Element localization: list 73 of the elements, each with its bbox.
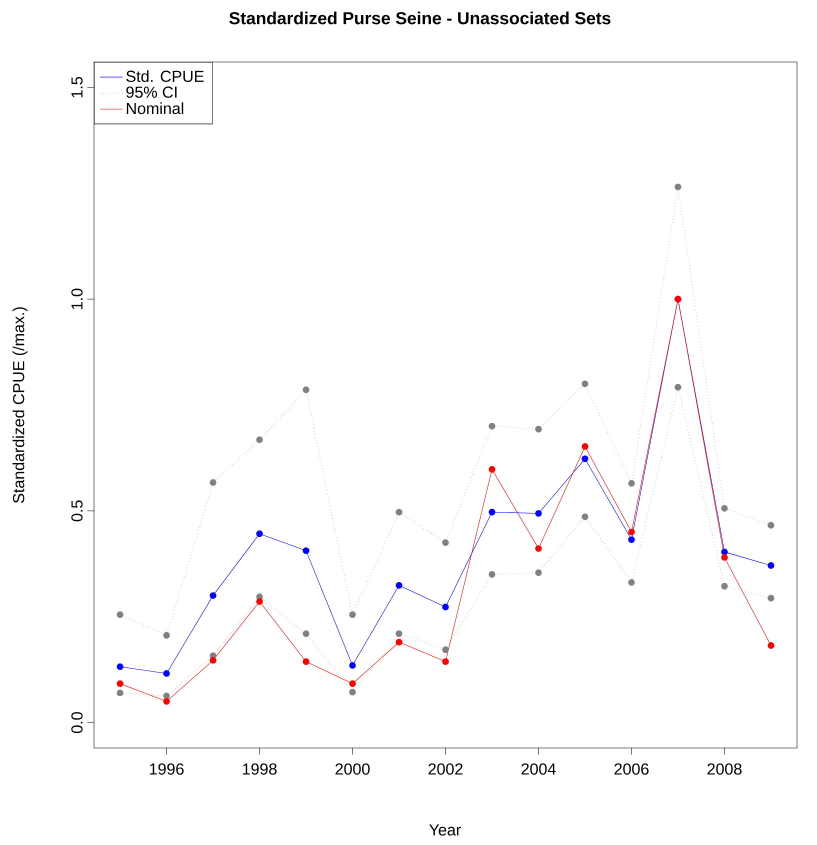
point [256,598,263,605]
point [396,638,402,646]
point [349,611,356,618]
x-tick-label: 1998 [242,763,277,775]
point [721,548,728,556]
point [210,592,216,599]
point [396,582,402,589]
legend-label: Std. CPUE [126,70,204,82]
y-tick-label: 1.0 [71,288,83,310]
point [210,479,216,486]
point [302,630,310,637]
point [210,657,216,664]
point [628,528,635,536]
point [442,646,449,654]
point [163,670,170,677]
y-tick-label: 1.5 [71,76,83,98]
point [302,547,310,554]
point [396,630,402,637]
legend-label: Nominal [126,102,184,114]
point [768,522,774,529]
point [535,510,542,517]
point [442,604,449,610]
point [582,455,588,462]
point [116,680,124,687]
point [768,642,774,649]
point [302,658,310,665]
point [535,545,542,552]
point [163,692,170,700]
point [442,539,449,546]
point [116,663,124,670]
x-tick-label: 2002 [428,763,462,775]
y-tick-label: 0.5 [71,500,83,522]
point [582,443,588,450]
point [674,384,682,391]
point [535,569,542,576]
point [488,466,496,473]
point [256,530,263,538]
point [116,690,124,696]
point [721,582,728,590]
point [488,422,496,430]
legend-label: 95% CI [126,86,177,98]
point [349,688,356,696]
point [768,562,774,569]
x-tick-label: 2000 [336,763,370,775]
point [349,662,356,669]
x-tick-label: 2004 [521,763,556,775]
point [488,571,496,578]
point [721,554,728,561]
point [302,386,310,394]
y-axis-title: Standardized CPUE (/max.) [12,307,28,503]
y-tick-label: 0.0 [71,712,83,734]
point [628,480,635,487]
x-tick-label: 2006 [614,763,649,775]
point [628,579,635,586]
point [582,513,588,520]
point [256,436,263,444]
point [442,658,449,665]
point [768,594,774,602]
point [535,426,542,432]
point [396,508,402,516]
x-tick-label: 1996 [150,763,184,775]
point [488,508,496,516]
point [349,680,356,687]
point [674,184,682,190]
point [628,536,635,543]
point [163,632,170,639]
x-axis-title: Year [429,824,461,836]
point [116,611,124,618]
point [163,698,170,705]
x-tick-label: 2008 [707,763,742,775]
chart-title: Standardized Purse Seine - Unassociated Sets [229,12,610,24]
point [582,380,588,388]
point [721,504,728,512]
